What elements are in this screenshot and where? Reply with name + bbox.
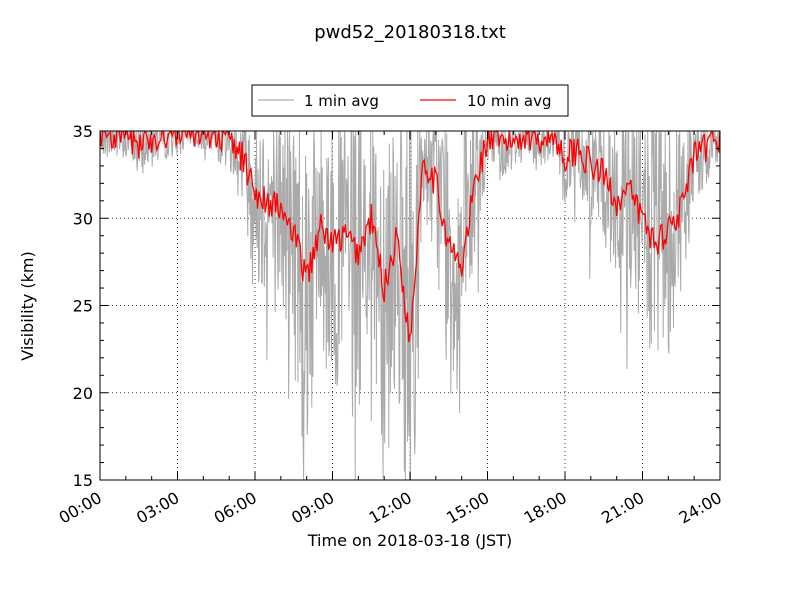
x-tick-label: 06:00 [211, 488, 260, 528]
x-tick-label: 18:00 [521, 488, 570, 528]
y-tick-label: 30 [73, 209, 93, 228]
series-line-1-min-avg [100, 131, 720, 480]
chart-title: pwd52_20180318.txt [314, 22, 506, 43]
x-tick-label: 00:00 [56, 488, 105, 528]
y-tick-label: 35 [73, 122, 93, 141]
x-tick-label: 15:00 [443, 488, 492, 528]
x-tick-label: 12:00 [366, 488, 415, 528]
x-tick-label: 09:00 [288, 488, 337, 528]
y-tick-label: 20 [73, 384, 93, 403]
legend: 1 min avg 10 min avg [251, 84, 569, 117]
y-tick-label: 15 [73, 471, 93, 490]
legend-label-10-min-avg: 10 min avg [467, 92, 552, 110]
x-tick-label: 24:00 [676, 488, 725, 528]
grid [100, 131, 720, 480]
y-axis-label: Visibility (km) [18, 251, 37, 360]
legend-label-1-min-avg: 1 min avg [304, 92, 379, 110]
x-tick-label: 21:00 [598, 488, 647, 528]
x-axis-label: Time on 2018-03-18 (JST) [307, 531, 512, 550]
x-tick-label: 03:00 [133, 488, 182, 528]
legend-box [251, 84, 569, 117]
y-tick-label: 25 [73, 297, 93, 316]
